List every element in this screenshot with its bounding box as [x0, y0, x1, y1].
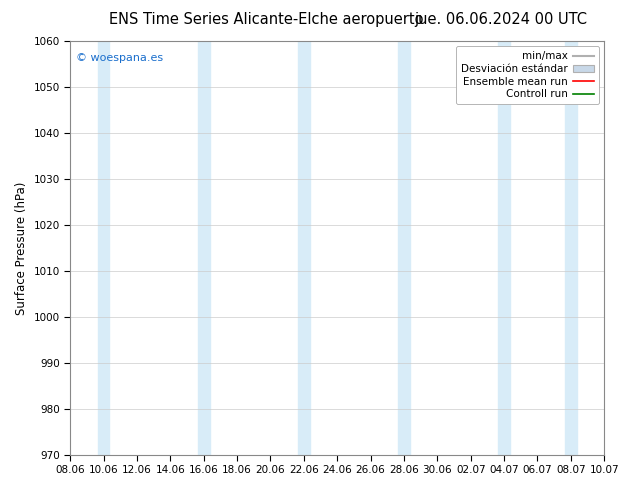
Legend: min/max, Desviación estándar, Ensemble mean run, Controll run: min/max, Desviación estándar, Ensemble m…: [456, 46, 599, 104]
Bar: [298, 41, 309, 455]
Bar: [198, 41, 210, 455]
Bar: [498, 41, 510, 455]
Text: ENS Time Series Alicante-Elche aeropuerto: ENS Time Series Alicante-Elche aeropuert…: [109, 12, 424, 27]
Bar: [98, 41, 110, 455]
Text: jue. 06.06.2024 00 UTC: jue. 06.06.2024 00 UTC: [415, 12, 587, 27]
Text: © woespana.es: © woespana.es: [75, 53, 163, 64]
Y-axis label: Surface Pressure (hPa): Surface Pressure (hPa): [15, 181, 28, 315]
Bar: [398, 41, 410, 455]
Bar: [565, 41, 577, 455]
